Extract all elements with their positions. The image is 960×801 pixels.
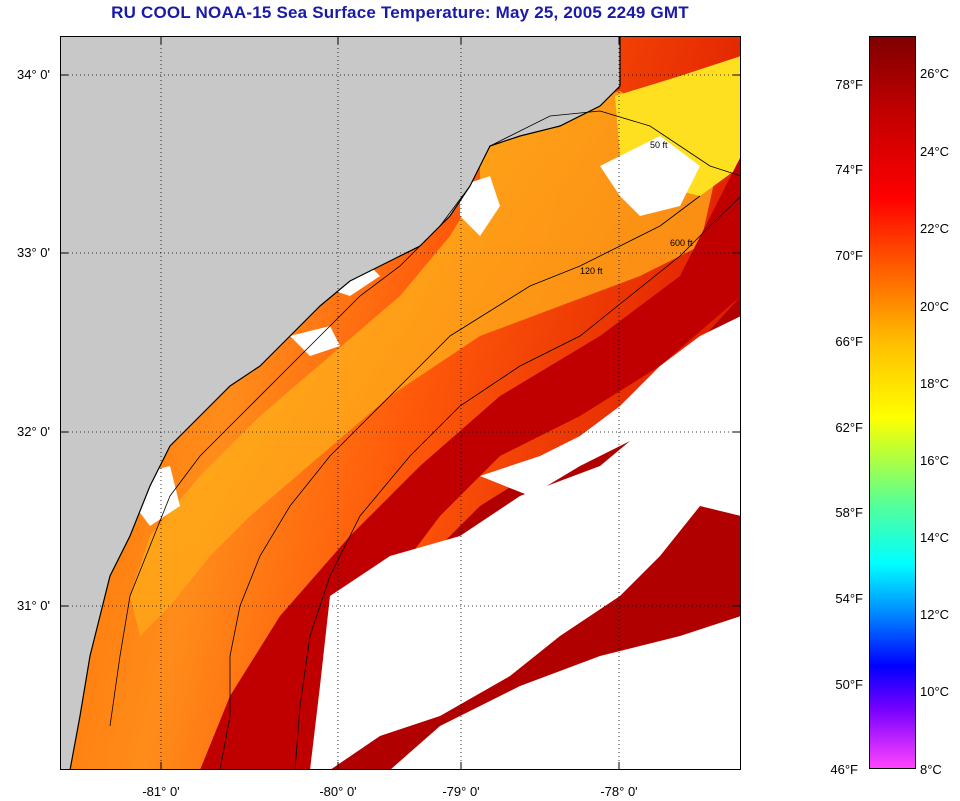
- c-label-18: 18°C: [920, 376, 950, 391]
- lat-label-32: 32° 0': [17, 424, 50, 439]
- lon-label-80: -80° 0': [319, 784, 357, 799]
- f-label-54: 54°F: [835, 591, 863, 606]
- isobath-600ft: [294, 195, 741, 770]
- c-label-14: 14°C: [920, 530, 950, 545]
- c-label-26: 26°C: [920, 66, 950, 81]
- isobath-label-50ft: 50 ft: [650, 140, 668, 150]
- c-label-20: 20°C: [920, 299, 950, 314]
- lon-label-81: -81° 0': [142, 784, 180, 799]
- axis-ticks: [60, 36, 741, 770]
- c-label-12: 12°C: [920, 607, 950, 622]
- c-label-22: 22°C: [920, 221, 950, 236]
- isobath-label-600ft: 600 ft: [670, 238, 693, 248]
- isobath-120ft: [219, 195, 701, 770]
- temperature-colorbar: [869, 36, 916, 769]
- coastline: [69, 36, 621, 770]
- f-label-78: 78°F: [835, 77, 863, 92]
- c-label-10: 10°C: [920, 684, 950, 699]
- nearshore-water: [130, 91, 720, 636]
- lat-label-34: 34° 0': [17, 67, 50, 82]
- isobath-label-120ft: 120 ft: [580, 266, 603, 276]
- lat-label-31: 31° 0': [17, 598, 50, 613]
- f-label-58: 58°F: [835, 505, 863, 520]
- lon-label-79: -79° 0': [442, 784, 480, 799]
- graticule: [60, 36, 741, 770]
- f-label-50: 50°F: [835, 677, 863, 692]
- f-label-62: 62°F: [835, 420, 863, 435]
- lon-label-78: -78° 0': [600, 784, 638, 799]
- isobath-50ft: [489, 110, 741, 177]
- f-label-46: 46°F: [830, 762, 858, 777]
- map-frame: [60, 36, 741, 770]
- map-title: RU COOL NOAA-15 Sea Surface Temperature:…: [111, 3, 689, 22]
- sst-map: 50 ft 120 ft 600 ft: [60, 36, 741, 770]
- c-label-8: 8°C: [920, 762, 942, 777]
- c-label-16: 16°C: [920, 453, 950, 468]
- isobath-50ft-south: [109, 185, 471, 727]
- f-label-66: 66°F: [835, 334, 863, 349]
- land-area: [60, 36, 620, 770]
- f-label-70: 70°F: [835, 248, 863, 263]
- lat-label-33: 33° 0': [17, 245, 50, 260]
- f-label-74: 74°F: [835, 162, 863, 177]
- c-label-24: 24°C: [920, 144, 950, 159]
